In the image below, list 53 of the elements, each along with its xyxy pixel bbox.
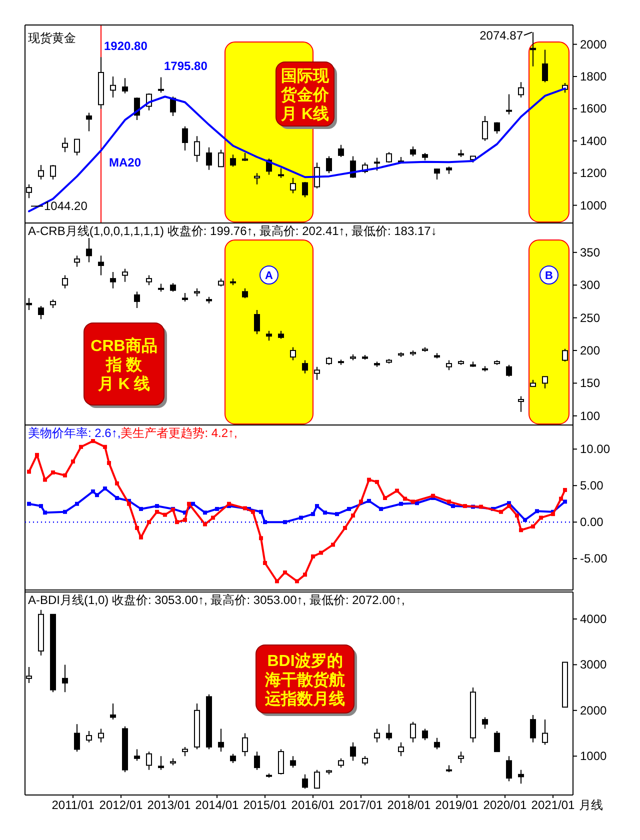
x-tick-label: 2015/01 — [243, 798, 288, 812]
text: 美物价年率: 2.6↑, — [28, 426, 121, 440]
annotation: 国际现 — [281, 68, 330, 85]
x-tick-label: 2012/01 — [99, 798, 144, 812]
y-tick-label: -5.00 — [580, 552, 608, 566]
y-tick-label: 1600 — [580, 102, 608, 116]
annotation: 2074.87 — [480, 28, 524, 42]
annotation: 月 K线 — [280, 105, 329, 123]
series-label: 美生产者更趋势: 4.2↑, — [120, 426, 238, 440]
x-tick-label: 2013/01 — [147, 798, 192, 812]
y-tick-label: 1400 — [580, 134, 608, 148]
annotation: 指 数 — [104, 356, 144, 374]
band-label: A — [265, 270, 274, 282]
annotation: 运指数月线 — [264, 690, 345, 708]
x-tick-label: 2014/01 — [195, 798, 240, 812]
y-tick-label: 2000 — [580, 703, 608, 718]
y-tick-label: 350 — [580, 245, 600, 260]
y-tick-label: 4000 — [580, 612, 608, 626]
y-tick-label: 1000 — [580, 198, 608, 212]
annotation: BDI波罗的 — [267, 652, 343, 670]
annotation: 1044.20 — [44, 199, 88, 214]
x-axis-title: 月线 — [579, 798, 603, 812]
x-tick-label: 2011/01 — [52, 798, 95, 812]
annotation: 1795.80 — [164, 59, 208, 74]
annotation: 1920.80 — [104, 39, 148, 54]
y-tick-label: 100 — [580, 408, 600, 423]
annotation: 月 K 线 — [96, 375, 150, 393]
y-tick-label: 3000 — [580, 658, 608, 672]
y-tick-label: 150 — [580, 376, 600, 390]
x-tick-label: 2020/01 — [483, 798, 528, 812]
y-tick-label: 1800 — [580, 70, 608, 84]
y-tick-label: 1000 — [580, 749, 608, 764]
y-tick-label: 0.00 — [580, 515, 604, 530]
y-tick-label: 200 — [580, 343, 600, 358]
chart-title: A-CRB月线(1,0,0,1,1,1,1) 收盘价: 199.76↑, 最高价: 202.41↑, 最低价: 183.17↓ — [28, 224, 437, 238]
annotation: 海干散货航 — [264, 671, 345, 689]
y-tick-label: 5.00 — [580, 478, 604, 493]
chart-title: A-BDI月线(1,0) 收盘价: 3053.00↑, 最高价: 3053.00↑, 最低价: 2072.00↑, — [28, 593, 405, 607]
x-tick-label: 2021/01 — [531, 798, 576, 812]
y-tick-label: 1200 — [580, 166, 608, 180]
band-label: B — [545, 270, 554, 282]
y-tick-label: 300 — [580, 278, 600, 292]
x-tick-label: 2017/01 — [339, 798, 384, 812]
y-tick-label: 10.00 — [580, 442, 610, 456]
y-tick-label: 250 — [580, 310, 600, 325]
x-tick-label: 2019/01 — [435, 798, 480, 812]
text: 现货黄金 — [28, 31, 76, 45]
x-tick-label: 2016/01 — [291, 798, 336, 812]
annotation: CRB商品 — [90, 337, 158, 355]
series-label: MA20 — [109, 156, 142, 170]
annotation: 货金价 — [280, 86, 330, 104]
x-tick-label: 2018/01 — [387, 798, 432, 812]
y-tick-label: 2000 — [580, 37, 608, 52]
